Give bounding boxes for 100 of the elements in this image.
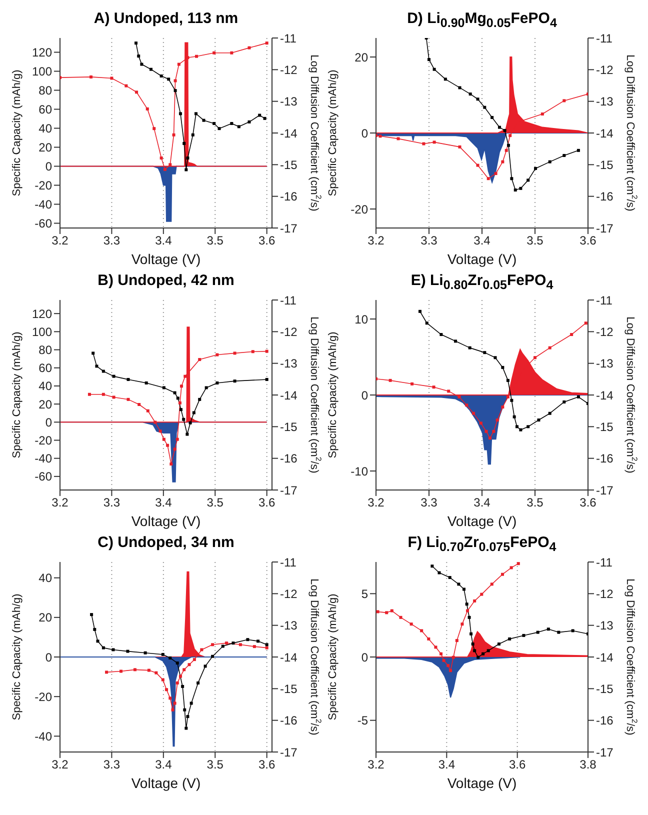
point <box>182 668 186 672</box>
point <box>534 166 538 170</box>
point <box>202 118 206 122</box>
point <box>174 89 177 92</box>
point <box>88 392 91 396</box>
point <box>124 84 128 88</box>
point <box>466 609 470 612</box>
point <box>186 156 190 160</box>
point <box>162 386 166 390</box>
point <box>176 396 180 400</box>
point <box>378 134 382 138</box>
point <box>471 642 474 646</box>
y2-tick-label: -12 <box>596 324 614 339</box>
point <box>576 148 580 152</box>
y2-tick-label: -11 <box>596 293 613 308</box>
y2-tick-label: -13 <box>280 618 298 633</box>
point <box>440 333 443 336</box>
point <box>188 663 191 666</box>
y2-tick-label: -12 <box>280 62 298 77</box>
y-tick-label: -20 <box>34 178 52 193</box>
point <box>483 106 486 109</box>
point <box>144 651 147 654</box>
x-tick-label: 3.2 <box>368 234 385 248</box>
point <box>161 652 164 656</box>
chart-title: D) Li$_{0.90}$Mg$_{0.05}$FePO$_{4}$ <box>406 9 558 30</box>
y2-tick-label: -17 <box>280 483 298 498</box>
point <box>562 400 566 404</box>
point <box>112 396 116 399</box>
y2-tick-label: -16 <box>596 452 614 466</box>
line-series <box>90 613 268 730</box>
y2-tick-label: -11 <box>596 555 613 570</box>
point <box>179 408 182 412</box>
point <box>562 154 566 157</box>
point <box>510 177 514 180</box>
point <box>492 430 496 433</box>
y2-tick-label: -16 <box>280 714 298 728</box>
y-tick-label: -60 <box>34 470 52 484</box>
point <box>472 412 476 415</box>
point <box>446 664 450 668</box>
point <box>252 645 256 648</box>
point <box>460 622 464 626</box>
point <box>265 42 268 45</box>
x-axis-title: Voltage (V) <box>131 513 201 529</box>
y2-tick-label: -11 <box>280 293 297 308</box>
point <box>508 134 512 138</box>
point <box>468 346 472 350</box>
point <box>183 708 186 712</box>
point <box>501 406 504 409</box>
point <box>503 128 506 132</box>
x-tick-label: 3.8 <box>580 758 597 772</box>
y2-tick-label: -14 <box>596 126 614 140</box>
y2-tick-label: -17 <box>280 221 298 236</box>
point <box>490 582 494 586</box>
point <box>479 422 482 425</box>
y2-tick-label: -13 <box>280 94 298 109</box>
point <box>422 142 426 146</box>
point <box>504 148 508 152</box>
y2-tick-label: -14 <box>280 126 298 140</box>
chart-title: B) Undoped, 42 nm <box>96 271 236 291</box>
point <box>562 99 566 102</box>
point <box>263 116 266 120</box>
y2-tick-label: -16 <box>596 190 614 204</box>
point <box>494 356 497 360</box>
point <box>238 643 242 646</box>
point <box>498 126 501 129</box>
point <box>188 421 192 424</box>
point <box>154 671 158 674</box>
x-tick-label: 3.2 <box>368 496 385 510</box>
y-tick-label: 80 <box>38 343 52 358</box>
point <box>447 390 450 393</box>
point <box>184 374 187 378</box>
point <box>176 681 179 684</box>
point <box>196 681 200 684</box>
point <box>168 696 172 700</box>
point <box>510 398 514 402</box>
x-tick-label: 3.6 <box>258 496 276 510</box>
point <box>110 76 114 80</box>
point <box>102 392 105 396</box>
point <box>536 630 540 634</box>
x-tick-label: 3.4 <box>474 234 491 248</box>
point <box>480 592 484 596</box>
point <box>112 648 115 652</box>
x-tick-label: 3.6 <box>258 758 276 772</box>
point <box>178 112 182 116</box>
point <box>497 642 500 646</box>
point <box>399 616 402 619</box>
point <box>514 188 517 192</box>
y-tick-label: -40 <box>34 452 52 466</box>
y2-tick-label: -13 <box>596 94 614 109</box>
x-tick-label: 3.4 <box>474 496 491 510</box>
x-tick-label: 3.2 <box>52 758 69 772</box>
point <box>519 428 522 432</box>
y2-tick-label: -15 <box>596 158 614 172</box>
x-tick-label: 3.3 <box>420 496 438 510</box>
x-tick-label: 3.5 <box>206 496 224 510</box>
point <box>212 122 216 125</box>
y-tick-label: 0 <box>361 126 368 140</box>
y2-tick-label: -15 <box>280 420 298 434</box>
point <box>534 356 536 360</box>
point <box>204 664 207 668</box>
